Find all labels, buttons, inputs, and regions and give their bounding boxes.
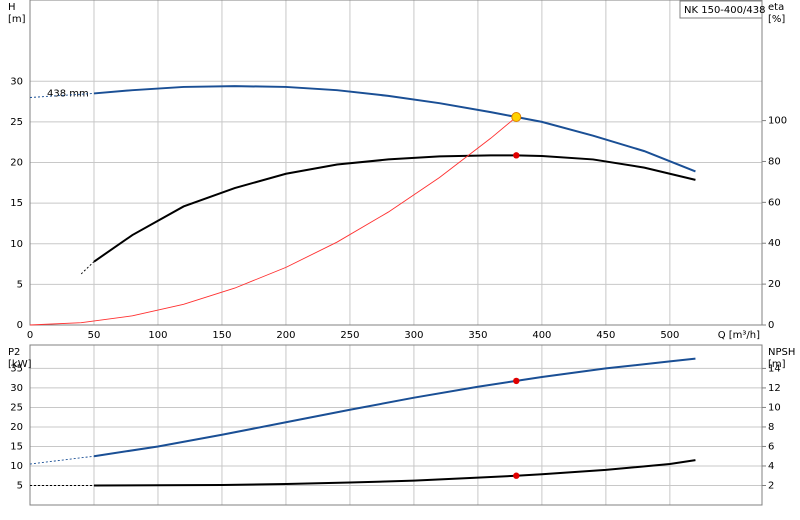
curve-solid xyxy=(93,154,696,263)
operating-point xyxy=(513,472,520,479)
y2-tick-label: 60 xyxy=(768,197,781,208)
operating-point xyxy=(513,377,520,385)
y-tick-label: 35 xyxy=(10,363,23,374)
x-tick-label: 100 xyxy=(148,330,167,341)
y-tick-label: 30 xyxy=(10,383,23,394)
y-tick-label: 25 xyxy=(10,117,23,128)
plot-frame xyxy=(29,344,763,506)
curve-solid xyxy=(93,85,696,173)
y2-tick-label: 100 xyxy=(768,116,787,127)
y2-axis-label: eta xyxy=(768,2,784,13)
curve-solid xyxy=(93,459,696,487)
y-tick-label: 0 xyxy=(17,320,23,331)
y-axis-label: P2 xyxy=(8,347,20,358)
x-tick-label: 300 xyxy=(404,330,423,341)
x-tick-label: 500 xyxy=(660,330,679,341)
y2-axis-unit: [m] xyxy=(768,359,786,370)
plot-frame xyxy=(29,0,763,326)
y2-tick-label: 10 xyxy=(768,402,781,413)
y2-tick-label: 6 xyxy=(768,441,774,452)
chart-title: NK 150-400/438 xyxy=(684,5,765,16)
x-tick-label: 0 xyxy=(27,330,33,341)
x-tick-label: 400 xyxy=(532,330,551,341)
y-tick-label: 25 xyxy=(10,402,23,413)
y2-tick-label: 4 xyxy=(768,461,774,472)
y2-tick-label: 12 xyxy=(768,383,781,394)
y2-tick-label: 2 xyxy=(768,480,774,491)
curve-annotation: 438 mm xyxy=(47,89,89,100)
y2-tick-label: 0 xyxy=(768,320,774,331)
operating-point xyxy=(511,112,522,122)
curve-solid xyxy=(93,357,696,458)
y2-tick-label: 14 xyxy=(768,363,781,374)
y2-tick-label: 40 xyxy=(768,238,781,249)
y2-axis-label: NPSH xyxy=(768,347,795,358)
y-axis-unit: [kW] xyxy=(8,359,32,370)
y-axis-unit: [m] xyxy=(8,14,26,25)
y-tick-label: 5 xyxy=(17,480,23,491)
y-tick-label: 5 xyxy=(17,279,23,290)
title-box xyxy=(679,0,763,19)
x-axis-label: Q [m³/h] xyxy=(718,330,760,341)
y-tick-label: 15 xyxy=(10,198,23,209)
curve-dashed xyxy=(80,261,95,275)
curve-dashed xyxy=(29,455,95,465)
y-tick-label: 30 xyxy=(10,76,23,87)
x-tick-label: 250 xyxy=(340,330,359,341)
x-tick-label: 50 xyxy=(88,330,101,341)
x-tick-label: 450 xyxy=(596,330,615,341)
y-axis-label: H xyxy=(8,2,16,13)
y2-tick-label: 80 xyxy=(768,156,781,167)
y-tick-label: 20 xyxy=(10,158,23,169)
y-tick-label: 10 xyxy=(10,461,23,472)
y2-tick-label: 20 xyxy=(768,279,781,290)
y2-axis-unit: [%] xyxy=(768,14,785,25)
x-tick-label: 350 xyxy=(468,330,487,341)
curve-thin xyxy=(29,116,517,326)
operating-point xyxy=(513,152,520,159)
curve-dashed xyxy=(29,92,95,98)
x-tick-label: 150 xyxy=(212,330,231,341)
y-tick-label: 20 xyxy=(10,422,23,433)
x-tick-label: 200 xyxy=(276,330,295,341)
y-tick-label: 10 xyxy=(10,239,23,250)
y2-tick-label: 8 xyxy=(768,422,774,433)
y-tick-label: 15 xyxy=(10,441,23,452)
